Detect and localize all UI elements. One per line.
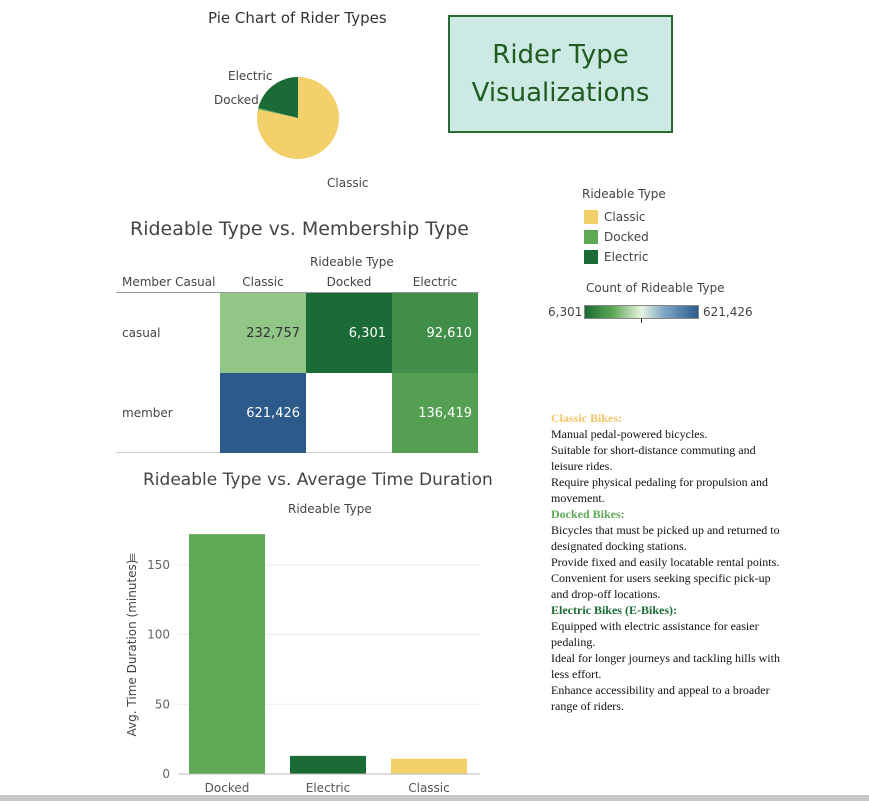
bottom-scrollbar[interactable] <box>0 795 869 801</box>
electric-line-1: Equipped with electric assistance for ea… <box>551 619 759 649</box>
docked-heading: Docked Bikes: <box>551 507 625 521</box>
bar-ytick-label: 100 <box>147 628 170 642</box>
bar-electric[interactable] <box>290 755 366 774</box>
heatmap-col-docked: Docked <box>326 275 372 289</box>
pie-chart <box>257 77 339 159</box>
gradient-color-bar <box>584 305 699 319</box>
classic-heading: Classic Bikes: <box>551 411 623 425</box>
legend-swatch-docked <box>584 230 598 244</box>
gradient-legend-title: Count of Rideable Type <box>586 281 725 295</box>
heatmap-cell-casual-electric[interactable]: 92,610 <box>392 293 478 373</box>
gradient-max-label: 621,426 <box>703 305 753 319</box>
pie-label-docked: Docked <box>214 93 259 107</box>
legend-label-electric: Electric <box>604 250 649 264</box>
legend-item-classic: Classic <box>584 207 649 227</box>
bar-chart-col-header: Rideable Type <box>288 502 372 516</box>
bar-chart-title: Rideable Type vs. Average Time Duration <box>143 470 493 490</box>
classic-line-2: Suitable for short-distance commuting an… <box>551 443 756 473</box>
legend-item-electric: Electric <box>584 247 649 267</box>
legend-label-docked: Docked <box>604 230 649 244</box>
heatmap-row-header: Member Casual <box>122 275 216 289</box>
heatmap-col-header: Rideable Type <box>310 255 394 269</box>
legend-swatch-classic <box>584 210 598 224</box>
bar-category-label: Classic <box>408 781 450 795</box>
bar-ytick-label: 150 <box>147 558 170 572</box>
heatmap-cell-member-classic[interactable]: 621,426 <box>220 373 306 453</box>
classic-line-1: Manual pedal-powered bicycles. <box>551 427 708 441</box>
legend-list: Classic Docked Electric <box>584 207 649 267</box>
bar-category-label: Electric <box>306 781 350 795</box>
heatmap-cell-casual-docked[interactable]: 6,301 <box>306 293 392 373</box>
bar-ytick-label: 0 <box>162 767 170 781</box>
legend-title: Rideable Type <box>582 187 666 201</box>
heatmap-cell-casual-classic[interactable]: 232,757 <box>220 293 306 373</box>
pie-slice-docked[interactable] <box>257 107 298 118</box>
pie-label-electric: Electric <box>228 69 273 83</box>
docked-line-2: Provide fixed and easily locatable renta… <box>551 555 780 569</box>
heatmap-row-member: member <box>122 406 173 420</box>
gradient-marker <box>641 318 642 323</box>
electric-line-2: Ideal for longer journeys and tackling h… <box>551 651 780 681</box>
bar-docked[interactable] <box>189 534 265 774</box>
docked-line-1: Bicycles that must be picked up and retu… <box>551 523 780 553</box>
bar-ylabel: Avg. Time Duration (minutes) <box>125 560 139 737</box>
heatmap-cell-member-electric[interactable]: 136,419 <box>392 373 478 453</box>
rider-type-descriptions: Classic Bikes: Manual pedal-powered bicy… <box>551 410 781 714</box>
electric-line-3: Enhance accessibility and appeal to a br… <box>551 683 770 713</box>
pie-label-classic: Classic <box>327 176 369 190</box>
dashboard-title-box: Rider Type Visualizations <box>448 15 673 133</box>
sort-icon[interactable]: ≡ <box>126 552 139 561</box>
bar-category-label: Docked <box>205 781 250 795</box>
legend-swatch-electric <box>584 250 598 264</box>
legend-item-docked: Docked <box>584 227 649 247</box>
legend-label-classic: Classic <box>604 210 646 224</box>
pie-slice-electric[interactable] <box>258 77 298 118</box>
heatmap-title: Rideable Type vs. Membership Type <box>130 218 469 240</box>
heatmap-header-divider <box>116 292 479 293</box>
heatmap-col-electric: Electric <box>412 275 458 289</box>
pie-chart-title: Pie Chart of Rider Types <box>208 9 387 27</box>
heatmap-row-casual: casual <box>122 326 161 340</box>
electric-heading: Electric Bikes (E-Bikes): <box>551 603 677 617</box>
heatmap-col-classic: Classic <box>242 275 284 289</box>
classic-line-3: Require physical pedaling for propulsion… <box>551 475 768 505</box>
bar-ytick-label: 50 <box>155 697 170 711</box>
dashboard-title: Rider Type Visualizations <box>471 40 650 108</box>
bar-classic[interactable] <box>391 758 467 774</box>
docked-line-3: Convenient for users seeking specific pi… <box>551 571 771 601</box>
gradient-min-label: 6,301 <box>548 305 583 319</box>
